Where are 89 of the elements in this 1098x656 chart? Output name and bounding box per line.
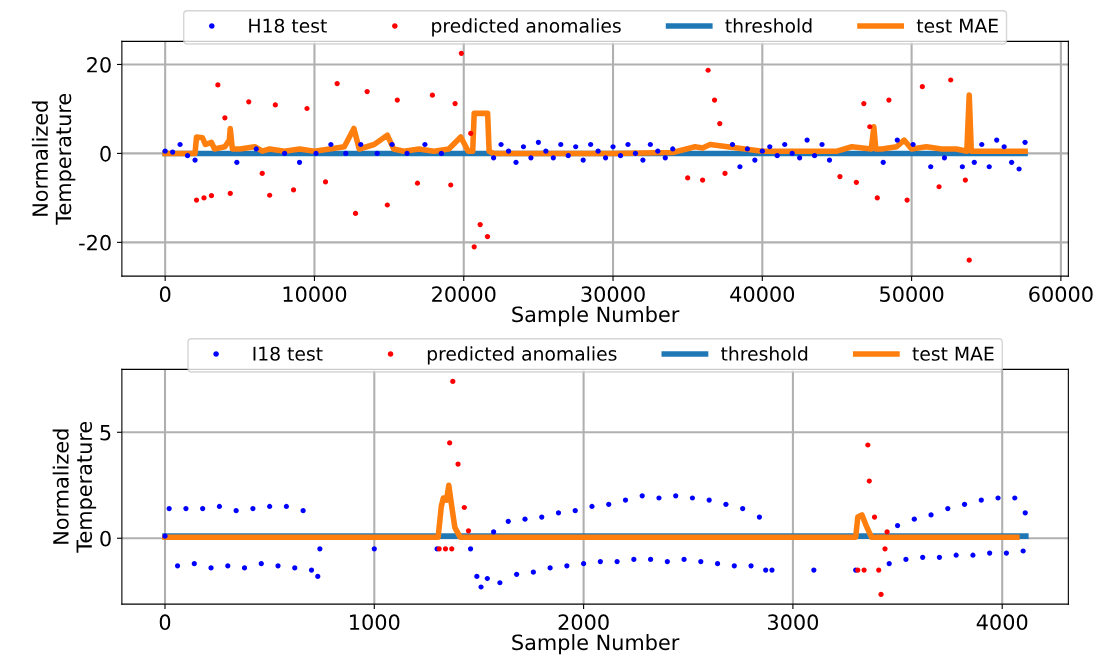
x-tick-label: 30000 <box>581 286 645 303</box>
x-tick-label: 2000 <box>558 614 609 631</box>
x-tick-label: 0 <box>159 286 171 303</box>
point <box>948 77 954 83</box>
point <box>272 102 278 108</box>
x-tick-label: 3000 <box>767 614 819 631</box>
point <box>455 461 461 467</box>
point <box>874 195 880 201</box>
point <box>465 528 472 534</box>
y-tick-label: 20 <box>87 56 111 73</box>
point <box>450 378 456 385</box>
point <box>966 257 972 263</box>
point <box>878 591 884 598</box>
legend-label: threshold <box>725 18 812 33</box>
point <box>259 170 265 177</box>
point <box>717 121 723 127</box>
point <box>447 440 453 446</box>
legend-label: test MAE <box>916 18 998 33</box>
point <box>208 193 215 199</box>
point <box>201 195 207 201</box>
point <box>884 529 890 535</box>
x-axis-title: Sample Number <box>512 306 680 327</box>
point <box>705 67 711 73</box>
x-tick-label: 20000 <box>432 286 496 303</box>
legend-label: test MAE <box>912 346 994 361</box>
point <box>322 179 329 185</box>
point <box>461 504 467 511</box>
point <box>936 184 942 190</box>
x-tick-label: 4000 <box>976 614 1028 631</box>
point <box>448 182 454 188</box>
point <box>384 202 390 208</box>
x-axis-title: Sample Number <box>512 634 680 655</box>
point <box>246 99 252 105</box>
point <box>452 101 458 107</box>
point <box>867 124 873 130</box>
y-tick-label: 0 <box>100 145 111 162</box>
point <box>962 177 968 183</box>
point <box>352 210 359 217</box>
point <box>861 101 867 107</box>
point <box>865 442 871 448</box>
point <box>364 88 370 95</box>
y-axis-title: Normalized Temperature <box>31 93 76 225</box>
point <box>222 115 228 121</box>
point <box>429 92 435 98</box>
point <box>477 221 483 228</box>
point <box>193 197 200 203</box>
y-axis-title: Normalized Temperature <box>52 421 97 553</box>
legend-label: I18 test <box>253 346 323 361</box>
point <box>876 567 882 573</box>
point <box>886 97 892 103</box>
point <box>871 514 878 520</box>
point <box>853 179 859 185</box>
point <box>722 170 728 177</box>
x-tick-label: 1000 <box>350 614 400 631</box>
point <box>861 567 867 573</box>
point <box>442 546 449 552</box>
point <box>227 190 233 197</box>
point <box>471 244 477 250</box>
point <box>866 478 872 484</box>
point <box>837 173 843 180</box>
point <box>394 97 400 103</box>
point <box>468 130 474 136</box>
x-tick-label: 60000 <box>1029 286 1093 303</box>
point <box>267 192 273 198</box>
point <box>685 175 691 181</box>
point <box>449 546 455 552</box>
point <box>904 197 910 203</box>
x-tick-label: 0 <box>159 614 171 631</box>
point <box>882 546 888 552</box>
point <box>414 180 421 186</box>
point <box>304 105 310 112</box>
point <box>458 50 464 56</box>
legend-label: predicted anomalies <box>432 18 621 37</box>
point <box>484 233 491 240</box>
point <box>334 80 340 87</box>
point <box>215 82 221 88</box>
x-tick-label: 50000 <box>880 286 944 303</box>
legend-label: threshold <box>721 346 808 361</box>
point <box>919 84 925 90</box>
x-tick-label: 40000 <box>730 286 795 303</box>
point <box>711 97 718 103</box>
y-tick-label: 5 <box>100 425 111 441</box>
point <box>290 187 297 193</box>
legend-label: predicted anomalies <box>427 346 617 365</box>
y-tick-label: -20 <box>79 234 111 251</box>
legend-label: H18 test <box>249 18 327 33</box>
point <box>700 177 706 183</box>
x-tick-label: 10000 <box>283 286 347 303</box>
y-tick-label: 0 <box>100 530 111 547</box>
